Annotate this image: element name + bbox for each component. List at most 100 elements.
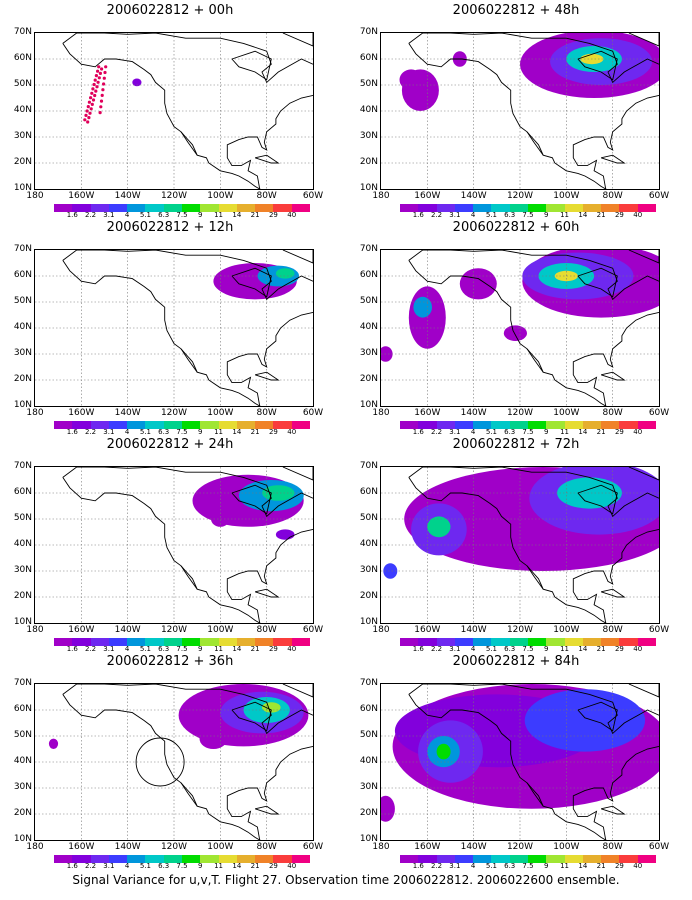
variance-contour bbox=[524, 689, 646, 752]
colorbar-label: 14 bbox=[232, 862, 242, 870]
colorbar-swatch bbox=[473, 855, 492, 863]
map-canvas bbox=[35, 250, 313, 406]
colorbar-label: 21 bbox=[250, 211, 260, 219]
observation-point bbox=[104, 65, 108, 69]
coastline bbox=[408, 467, 659, 518]
colorbar-label: 14 bbox=[232, 211, 242, 219]
lat-tick-label: 30N bbox=[359, 565, 378, 575]
colorbar-label: 2.2 bbox=[430, 645, 443, 653]
colorbar-swatch bbox=[108, 638, 128, 646]
map-canvas bbox=[381, 684, 659, 840]
coastline bbox=[226, 311, 313, 406]
observation-point bbox=[89, 107, 93, 111]
colorbar-label: 29 bbox=[268, 428, 278, 436]
colorbar-swatch bbox=[400, 638, 419, 646]
colorbar-label: 29 bbox=[268, 211, 278, 219]
coastline bbox=[577, 484, 618, 515]
colorbar-label: 3.1 bbox=[103, 862, 115, 870]
lat-tick-label: 50N bbox=[13, 79, 32, 89]
colorbar-label: 21 bbox=[596, 862, 606, 870]
colorbar-swatch bbox=[291, 638, 310, 646]
observation-point bbox=[97, 65, 101, 69]
coastline bbox=[282, 467, 313, 481]
panel-title: 2006022812 + 36h bbox=[106, 654, 234, 669]
colorbar-label: 11 bbox=[560, 862, 570, 870]
coastline bbox=[408, 684, 659, 735]
colorbar-label: 11 bbox=[560, 428, 570, 436]
map-frame bbox=[380, 249, 660, 407]
colorbar-swatch bbox=[200, 421, 219, 429]
colorbar-swatch bbox=[619, 638, 638, 646]
colorbar-swatch bbox=[509, 855, 528, 863]
panel-title: 2006022812 + 84h bbox=[452, 654, 580, 669]
observation-point bbox=[90, 91, 94, 95]
lon-tick-label: 80W bbox=[602, 842, 623, 852]
lon-tick-label: 100W bbox=[553, 191, 580, 201]
colorbar-swatch bbox=[454, 855, 474, 863]
lon-tick-label: 80W bbox=[256, 842, 277, 852]
colorbar-swatch bbox=[181, 421, 201, 429]
lat-tick-label: 70N bbox=[13, 678, 32, 688]
map-panel: 2006022812 + 00h 70N 60N 50N 40N 30N 20N 10N 180… bbox=[0, 2, 340, 219]
coastline bbox=[526, 782, 544, 807]
colorbar-label: 40 bbox=[633, 862, 643, 870]
map-frame bbox=[34, 32, 314, 190]
colorbar bbox=[400, 638, 656, 646]
lon-tick-label: 140W bbox=[114, 191, 141, 201]
map-frame bbox=[34, 466, 314, 624]
variance-contour bbox=[383, 563, 398, 579]
observation-point bbox=[99, 105, 103, 109]
colorbar-label: 40 bbox=[633, 428, 643, 436]
colorbar-label: 3.1 bbox=[103, 428, 115, 436]
colorbar-swatch bbox=[181, 204, 201, 212]
colorbar-label: 5.1 bbox=[485, 428, 497, 436]
colorbar-swatch bbox=[90, 421, 109, 429]
map-panel: 2006022812 + 48h 70N 60N 50N 40N 30N 20N 10N 180… bbox=[346, 2, 686, 219]
colorbar-label: 5.1 bbox=[485, 862, 497, 870]
colorbar-swatch bbox=[491, 204, 510, 212]
coastline bbox=[62, 694, 261, 840]
colorbar-label: 6.3 bbox=[504, 645, 516, 653]
colorbar-swatch bbox=[291, 855, 310, 863]
variance-contour bbox=[211, 511, 230, 527]
map-canvas bbox=[35, 33, 313, 189]
colorbar-swatch bbox=[127, 638, 146, 646]
lon-tick-label: 60W bbox=[648, 191, 670, 201]
map-frame bbox=[34, 683, 314, 841]
colorbar-swatch bbox=[619, 421, 638, 429]
coastline bbox=[526, 348, 544, 373]
variance-contour bbox=[413, 296, 432, 318]
lat-tick-label: 70N bbox=[359, 678, 378, 688]
lat-tick-label: 20N bbox=[359, 808, 378, 818]
colorbar-label: 29 bbox=[268, 862, 278, 870]
colorbar-label: 4 bbox=[470, 645, 476, 653]
colorbar-swatch bbox=[564, 855, 583, 863]
colorbar-swatch bbox=[236, 638, 256, 646]
coastline bbox=[572, 528, 659, 623]
lon-tick-label: 160W bbox=[414, 842, 441, 852]
colorbar-label: 6.3 bbox=[158, 428, 170, 436]
variance-contour bbox=[436, 743, 451, 760]
colorbar-label: 3.1 bbox=[103, 211, 115, 219]
colorbar-label: 40 bbox=[287, 645, 297, 653]
colorbar-swatch bbox=[418, 421, 437, 429]
map-panel: 2006022812 + 24h 70N 60N 50N 40N 30N 20N 10N 180… bbox=[0, 436, 340, 653]
observation-point bbox=[84, 113, 88, 117]
variance-contour bbox=[503, 325, 527, 341]
lat-tick-label: 40N bbox=[359, 539, 378, 549]
colorbar-swatch bbox=[127, 855, 146, 863]
lon-tick-label: 140W bbox=[460, 191, 487, 201]
lat-tick-label: 40N bbox=[13, 756, 32, 766]
colorbar-swatch bbox=[255, 204, 274, 212]
colorbar-swatch bbox=[90, 204, 109, 212]
colorbar-swatch bbox=[619, 204, 638, 212]
lon-tick-label: 180 bbox=[26, 625, 44, 635]
colorbar-label: 7.5 bbox=[176, 862, 188, 870]
colorbar-label: 3.1 bbox=[449, 645, 461, 653]
observation-point bbox=[100, 67, 104, 71]
colorbar-label: 2.2 bbox=[84, 645, 97, 653]
lat-tick-label: 40N bbox=[13, 322, 32, 332]
colorbar-label: 14 bbox=[232, 645, 242, 653]
colorbar-swatch bbox=[108, 204, 128, 212]
colorbar-swatch bbox=[418, 638, 437, 646]
